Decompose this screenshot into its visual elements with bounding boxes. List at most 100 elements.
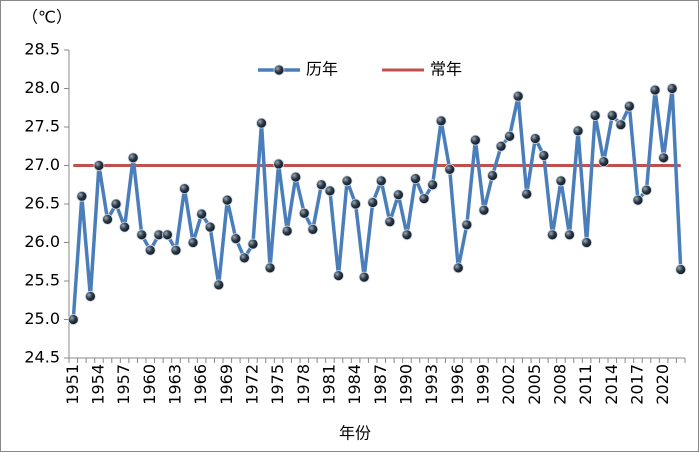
x-tick-label: 1990 xyxy=(396,364,415,405)
x-tick-label: 2014 xyxy=(602,364,621,405)
marker xyxy=(367,197,379,208)
marker xyxy=(67,314,79,325)
marker xyxy=(93,160,105,171)
marker xyxy=(170,244,182,256)
marker xyxy=(546,229,558,241)
marker xyxy=(444,163,456,175)
marker xyxy=(358,271,370,283)
marker xyxy=(521,188,533,200)
marker xyxy=(487,170,498,181)
marker xyxy=(341,175,353,187)
y-tick-label: 24.5 xyxy=(24,348,60,367)
x-tick-label: 1951 xyxy=(63,364,82,405)
y-tick-label: 27.5 xyxy=(24,117,60,136)
marker xyxy=(392,189,404,201)
marker xyxy=(623,100,635,112)
x-tick-label: 1972 xyxy=(242,364,261,405)
marker xyxy=(238,252,250,264)
x-tick-label: 1984 xyxy=(345,364,364,405)
marker xyxy=(247,238,259,250)
y-tick-label: 25.0 xyxy=(24,309,60,328)
marker xyxy=(187,237,199,248)
y-tick-label: 27.0 xyxy=(24,155,60,174)
x-tick-label: 2020 xyxy=(653,364,672,405)
marker xyxy=(641,184,652,196)
marker xyxy=(230,233,242,245)
marker xyxy=(384,216,396,228)
marker xyxy=(196,208,208,220)
marker xyxy=(119,221,131,233)
marker xyxy=(504,130,516,142)
marker xyxy=(281,225,293,237)
marker xyxy=(658,152,670,164)
marker xyxy=(495,140,507,152)
marker xyxy=(427,179,439,191)
marker xyxy=(102,213,113,225)
marker xyxy=(273,158,285,170)
marker xyxy=(204,221,216,233)
x-tick-label: 1981 xyxy=(319,364,338,405)
y-tick-label: 28.0 xyxy=(24,78,60,97)
marker xyxy=(350,198,362,210)
marker xyxy=(435,115,447,127)
marker xyxy=(572,125,584,137)
x-tick-label: 2005 xyxy=(525,364,544,405)
marker xyxy=(615,119,627,131)
marker xyxy=(564,229,575,241)
marker xyxy=(375,175,387,187)
x-tick-label: 1960 xyxy=(140,364,159,405)
marker xyxy=(161,229,173,241)
marker xyxy=(410,173,421,184)
marker xyxy=(136,229,148,241)
x-tick-label: 1957 xyxy=(114,364,133,405)
marker xyxy=(649,84,661,96)
y-axis-label: （℃） xyxy=(22,8,72,27)
y-tick-label: 28.5 xyxy=(24,40,60,59)
marker xyxy=(290,171,302,183)
x-tick-label: 1987 xyxy=(371,364,390,405)
marker xyxy=(401,229,413,241)
x-tick-label: 1996 xyxy=(448,364,467,405)
x-tick-label: 1978 xyxy=(294,364,313,405)
marker xyxy=(264,262,276,274)
marker xyxy=(84,290,96,302)
y-tick-label: 25.5 xyxy=(24,271,60,290)
marker xyxy=(606,110,618,121)
x-tick-label: 2008 xyxy=(550,364,569,405)
marker xyxy=(110,198,122,210)
marker xyxy=(213,279,225,291)
marker xyxy=(298,207,310,219)
marker xyxy=(478,204,490,216)
x-axis-label: 年份 xyxy=(339,424,371,443)
x-tick-label: 1966 xyxy=(191,364,210,405)
marker xyxy=(76,190,88,202)
marker xyxy=(598,156,610,168)
x-tick-label: 2002 xyxy=(499,364,518,405)
marker xyxy=(529,133,541,144)
x-tick-label: 1963 xyxy=(165,364,184,405)
marker xyxy=(221,194,233,206)
marker xyxy=(555,175,567,187)
legend-label: 历年 xyxy=(306,60,338,79)
marker xyxy=(179,183,190,195)
legend-marker xyxy=(273,64,285,76)
marker xyxy=(581,237,593,248)
marker xyxy=(315,179,327,191)
marker xyxy=(538,150,550,161)
marker xyxy=(512,90,524,102)
marker xyxy=(452,262,464,274)
x-tick-label: 1993 xyxy=(422,364,441,405)
x-tick-label: 1975 xyxy=(268,364,287,405)
marker xyxy=(127,152,139,164)
marker xyxy=(675,264,687,275)
marker xyxy=(333,270,344,282)
x-tick-label: 1954 xyxy=(88,364,107,405)
x-tick-label: 1969 xyxy=(217,364,236,405)
legend-label: 常年 xyxy=(430,60,462,79)
y-tick-label: 26.5 xyxy=(24,194,60,213)
marker xyxy=(461,219,473,231)
marker xyxy=(666,83,678,94)
marker xyxy=(589,110,601,121)
